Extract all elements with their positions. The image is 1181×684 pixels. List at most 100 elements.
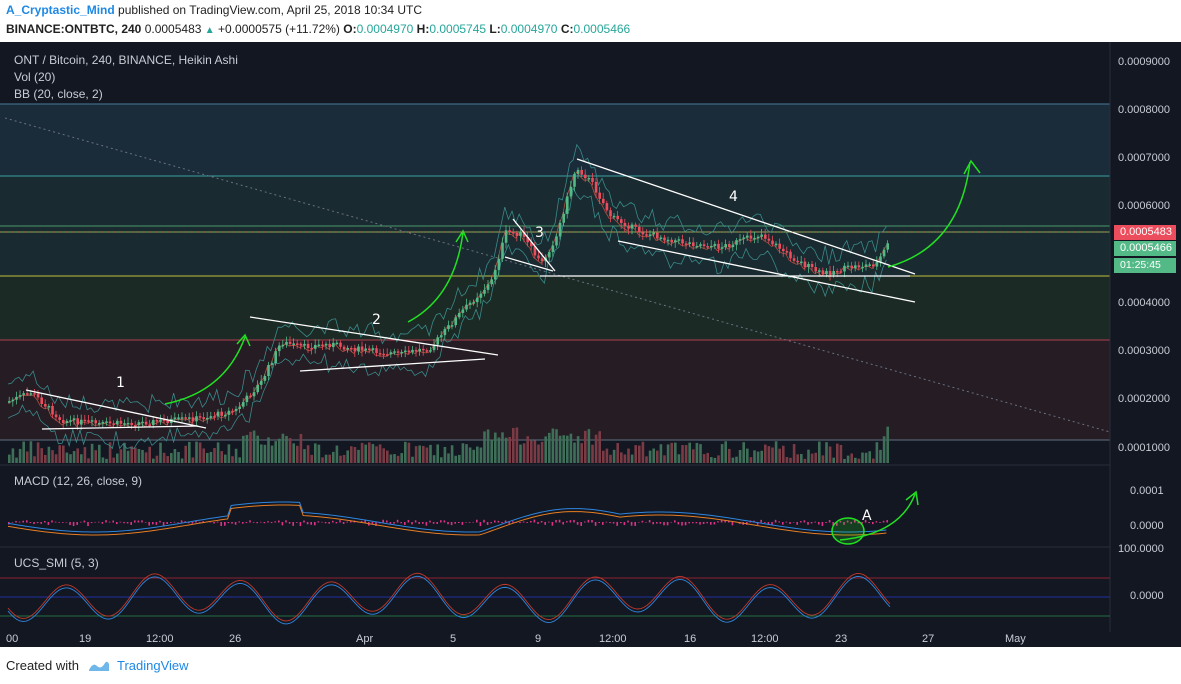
volume-bar: [386, 450, 389, 463]
volume-bar: [8, 454, 11, 463]
volume-bar: [364, 444, 367, 463]
macd-histogram-bar: [303, 520, 305, 523]
candle: [116, 420, 119, 425]
up-arrow-icon: ▲: [204, 25, 215, 36]
smi-line: [7, 575, 891, 625]
volume-bar: [260, 444, 263, 463]
candle: [72, 418, 76, 421]
candle: [584, 174, 587, 179]
volume-bar: [796, 454, 799, 463]
volume-bar: [148, 446, 151, 463]
volume-bar: [641, 441, 645, 463]
macd-histogram-bar: [364, 520, 366, 523]
macd-histogram-bar: [508, 522, 510, 524]
volume-bar: [540, 441, 544, 463]
macd-histogram-bar: [389, 522, 392, 524]
macd-histogram-bar: [728, 520, 730, 523]
candle: [11, 399, 15, 402]
chart-area[interactable]: ONT / Bitcoin, 240, BINANCE, Heikin Ashi…: [0, 42, 1181, 647]
candle: [58, 417, 61, 420]
macd-histogram-bar: [864, 519, 867, 523]
candle: [735, 240, 738, 245]
volume-bar: [220, 451, 223, 463]
volume-bar: [339, 455, 342, 463]
macd-histogram-bar: [720, 519, 723, 523]
macd-histogram-bar: [436, 522, 438, 524]
volume-bar: [472, 449, 475, 463]
open-label: O:: [343, 22, 357, 36]
candle: [476, 297, 479, 303]
volume-bar: [674, 442, 677, 463]
macd-indicator: [7, 501, 888, 536]
candle: [864, 264, 868, 267]
time-axis-label: 16: [684, 633, 697, 645]
candle: [753, 237, 756, 240]
candle: [393, 351, 396, 353]
volume-bar: [872, 458, 875, 463]
candle: [526, 236, 529, 243]
candle: [530, 242, 533, 247]
tradingview-link[interactable]: TradingView: [87, 658, 189, 673]
close-value: 0.0005466: [573, 22, 631, 36]
macd-histogram-bar: [216, 521, 219, 523]
macd-histogram-bar: [375, 522, 377, 527]
candle: [267, 364, 270, 377]
macd-histogram-bar: [29, 522, 32, 524]
volume-bar: [551, 428, 555, 463]
candle: [360, 346, 364, 351]
volume-bar: [792, 444, 796, 463]
macd-histogram-bar: [87, 522, 89, 527]
macd-histogram-bar: [278, 520, 280, 523]
volume-bar: [159, 442, 162, 463]
candle: [144, 421, 148, 425]
volume-bar: [670, 442, 673, 463]
volume-bar: [425, 447, 429, 463]
candle: [688, 242, 691, 244]
volume-bar: [443, 446, 447, 463]
candle: [346, 347, 349, 350]
volume-bar: [818, 441, 821, 463]
candle: [551, 245, 555, 253]
macd-histogram-bar: [468, 522, 471, 523]
candle: [782, 248, 785, 252]
volume-bar: [202, 448, 205, 463]
macd-histogram-bar: [155, 522, 158, 525]
candle: [342, 346, 346, 350]
volume-bar: [497, 437, 501, 463]
volume-bar: [231, 456, 234, 463]
chart-canvas[interactable]: [0, 42, 1181, 647]
macd-histogram-bar: [180, 520, 183, 523]
last-price-tag: 0.0005483: [1114, 225, 1176, 240]
candle: [886, 243, 889, 250]
candle: [274, 351, 277, 364]
candle: [101, 421, 105, 424]
volume-bar: [875, 442, 879, 463]
volume-bar: [753, 450, 756, 463]
volume-bar: [814, 452, 817, 463]
macd-histogram-bar: [177, 522, 179, 523]
volume-bar: [418, 445, 421, 463]
macd-axis-label: 0.0001: [1130, 485, 1164, 497]
volume-bar: [422, 445, 425, 463]
macd-histogram-bar: [227, 522, 230, 524]
candle: [501, 242, 504, 259]
candle: [303, 343, 306, 346]
volume-bar: [83, 447, 87, 463]
author-link[interactable]: A_Cryptastic_Mind: [6, 3, 115, 17]
volume-bar: [778, 448, 781, 463]
volume-bar: [533, 440, 537, 463]
high-value: 0.0005745: [429, 22, 487, 36]
macd-histogram-bar: [555, 519, 557, 523]
candle: [123, 423, 126, 425]
macd-histogram-bar: [810, 522, 813, 524]
volume-bar: [742, 442, 745, 463]
macd-histogram-bar: [321, 521, 323, 523]
time-axis-label: 19: [79, 633, 92, 645]
macd-histogram-bar: [317, 521, 320, 523]
candle: [278, 345, 281, 352]
macd-histogram-bar: [101, 522, 104, 524]
macd-histogram-bar: [54, 521, 57, 523]
macd-histogram-bar: [609, 522, 611, 524]
candle: [134, 425, 137, 427]
candle: [828, 270, 832, 275]
